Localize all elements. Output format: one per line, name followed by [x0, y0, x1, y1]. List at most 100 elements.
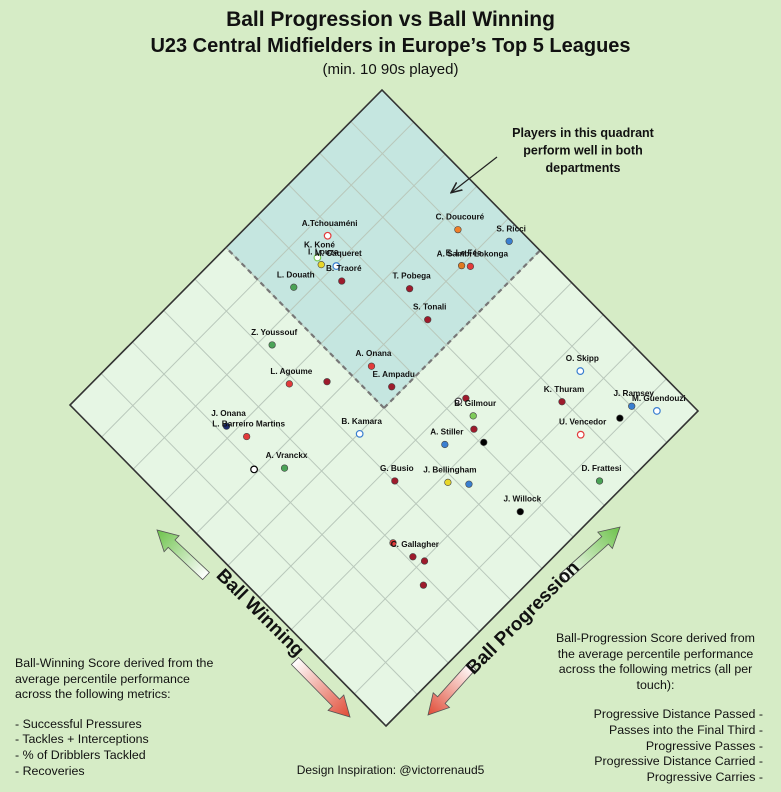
point-marker [576, 430, 585, 439]
scatter-point: B. Gilmour [454, 399, 497, 420]
ball-progression-note: Ball-Progression Score derived from the … [548, 631, 763, 785]
scatter-point [616, 414, 624, 422]
scatter-point: T. Pobega [393, 272, 432, 293]
scatter-point: E. Le Fée [446, 249, 482, 270]
annotation-line: Players in this quadrant [512, 126, 655, 140]
point-marker [558, 398, 566, 406]
point-label: D. Frattesi [582, 464, 622, 473]
grid-line [256, 215, 574, 538]
point-marker [595, 477, 604, 485]
point-label: J. Willock [503, 495, 541, 504]
point-label: L. Douath [277, 270, 315, 279]
scatter-point: K. Thuram [544, 385, 585, 406]
point-label: A. Sambi Lokonga [437, 249, 509, 258]
point-marker [462, 394, 470, 402]
point-label: J. Onana [211, 409, 246, 418]
point-label: A. Stiller [430, 428, 464, 437]
point-marker [469, 412, 477, 420]
ball-winning-metric: - Recoveries [15, 763, 85, 778]
point-label: L. Agoume [270, 367, 312, 376]
point-marker [280, 464, 289, 472]
point-marker [465, 480, 473, 488]
ball-winning-metric: - % of Dribblers Tackled [15, 747, 146, 762]
ball-winning-metric: - Successful Pressures [15, 716, 142, 731]
point-marker [458, 262, 466, 270]
scatter-point: B. Kamara [341, 417, 382, 438]
scatter-point [389, 539, 397, 547]
point-marker [317, 261, 325, 269]
scatter-point: M. Caqueret [315, 249, 362, 270]
point-label: I. Louza [308, 248, 339, 257]
ball-progression-note-text: Ball-Progression Score derived from the … [555, 631, 756, 692]
ball-progression-down-arrow [427, 662, 477, 716]
point-label: G. Busio [380, 464, 414, 473]
scatter-point [454, 397, 463, 406]
scatter-point: A. Onana [356, 349, 392, 370]
point-marker [285, 380, 293, 388]
scatter-point [420, 557, 429, 565]
scatter-point: S. Tonali [413, 303, 447, 324]
point-label: L. Barreiro Martins [212, 420, 285, 429]
grid-line [350, 121, 668, 443]
scatter-point: J. Onana [211, 409, 246, 430]
point-marker [268, 341, 276, 349]
point-label: K. Thuram [544, 385, 585, 394]
ball-progression-metric: Passes into the Final Third - [608, 722, 763, 737]
scatter-point [419, 581, 428, 589]
ball-winning-metric: - Tackles + Interceptions [15, 732, 149, 747]
point-marker [409, 553, 417, 561]
scatter-point: O. Skipp [566, 354, 599, 375]
point-marker [290, 283, 298, 291]
scatter-point: J. Ramsey [613, 389, 654, 410]
scatter-point: A.Tchouaméni [302, 219, 358, 240]
point-marker [243, 432, 251, 441]
scatter-point: A. Stiller [430, 428, 464, 449]
scatter-point: L. Douath [277, 270, 315, 291]
scatter-point: C. Gallagher [391, 540, 440, 561]
plot-border [68, 88, 700, 728]
point-label: M. Caqueret [315, 249, 362, 258]
point-marker [391, 477, 399, 485]
point-label: S. Tonali [413, 303, 447, 312]
point-marker [628, 402, 636, 410]
point-marker [616, 414, 624, 422]
scatter-point: M. Guendouzi [632, 394, 686, 415]
point-marker [466, 262, 474, 270]
scatter-point: J. Bellingham [423, 465, 477, 486]
point-marker [441, 440, 449, 449]
point-marker [420, 557, 429, 565]
grid-line [319, 152, 636, 475]
point-label: J. Bellingham [423, 465, 476, 474]
ball-winning-note-text: Ball-Winning Score derived from the aver… [15, 656, 214, 702]
ball-progression-metric: Progressive Distance Passed - [593, 707, 763, 722]
ball-winning-metrics-list: - Successful Pressures - Tackles + Interc… [15, 717, 225, 779]
point-label: B. Kamara [341, 417, 382, 426]
grid-line [288, 184, 605, 506]
point-label: A. Vranckx [266, 451, 308, 460]
point-marker [323, 231, 332, 240]
scatter-point [323, 378, 331, 386]
scatter-point: S. Ricci [496, 224, 526, 245]
annotation-line: perform well in both [523, 144, 642, 158]
chart-subtitle-note: (min. 10 90s played) [322, 61, 459, 78]
point-marker [355, 429, 364, 438]
scatter-point: B. Traoré [326, 264, 362, 285]
point-marker [505, 237, 513, 245]
point-label: S. Ricci [496, 224, 526, 233]
scatter-point: K. Koné [304, 241, 335, 262]
point-label: B. Traoré [326, 264, 362, 273]
scatter-point: L. Barreiro Martins [212, 420, 286, 441]
point-marker [338, 277, 346, 285]
point-marker [250, 465, 258, 474]
scatter-point: E. Ampadu [372, 370, 415, 391]
point-marker [652, 407, 661, 415]
point-marker [222, 422, 231, 430]
point-label: M. Guendouzi [632, 394, 686, 403]
point-marker [454, 226, 462, 234]
point-label: C. Gallagher [391, 540, 440, 549]
point-label: T. Pobega [393, 272, 432, 281]
ball-winning-note: Ball-Winning Score derived from the aver… [15, 656, 225, 779]
point-label: K. Koné [304, 241, 335, 250]
scatter-point: G. Busio [380, 464, 414, 485]
point-marker [444, 478, 452, 486]
